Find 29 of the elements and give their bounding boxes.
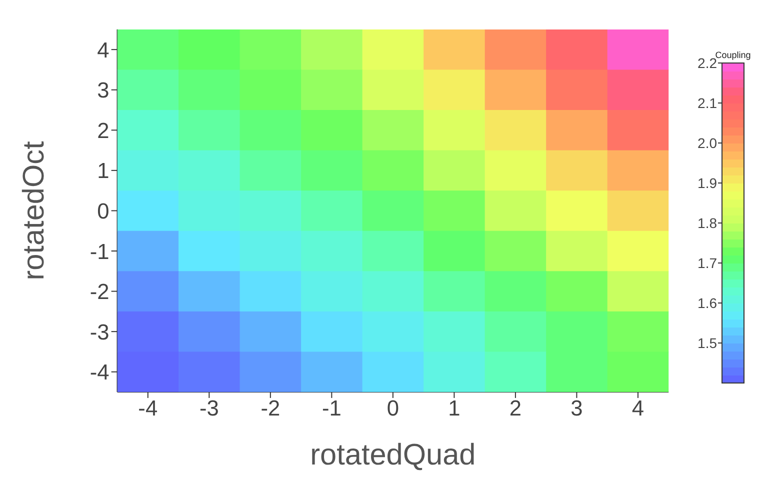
color-bar-label: 1.7	[697, 255, 717, 271]
color-bar-label: 1.9	[697, 175, 717, 191]
x-tick-label: 3	[570, 395, 583, 420]
y-tick-label: 1	[97, 158, 110, 184]
color-bar-label: 1.6	[697, 295, 717, 311]
x-tick-label: -1	[322, 395, 342, 420]
color-bar-label: 2.0	[697, 135, 717, 151]
x-tick-label: -3	[199, 395, 219, 420]
y-tick-label: -2	[90, 279, 110, 304]
y-tick-label: 3	[97, 78, 110, 103]
y-tick-label: 2	[97, 118, 110, 143]
x-tick-label: 2	[509, 395, 522, 420]
y-tick-label: -4	[90, 360, 110, 385]
x-tick-label: -4	[138, 395, 158, 420]
color-bar-label: 2.2	[697, 55, 717, 71]
color-bar-label: 1.5	[697, 335, 717, 351]
color-bar-label: 1.8	[697, 215, 717, 231]
y-tick-label: -1	[90, 238, 110, 264]
x-tick-label: 1	[448, 395, 460, 420]
x-tick-label: 4	[632, 395, 644, 420]
colorbar-title: Coupling	[714, 50, 750, 60]
x-axis-title: rotatedQuad	[310, 438, 476, 472]
x-tick-label: -2	[260, 395, 280, 420]
y-tick-label: -3	[90, 319, 110, 344]
x-tick-label: 0	[386, 395, 400, 420]
y-axis-title: rotatedOct	[17, 140, 50, 280]
color-bar-label: 2.1	[697, 95, 717, 111]
y-tick-label: 0	[97, 198, 110, 224]
y-tick-label: 4	[97, 37, 110, 62]
